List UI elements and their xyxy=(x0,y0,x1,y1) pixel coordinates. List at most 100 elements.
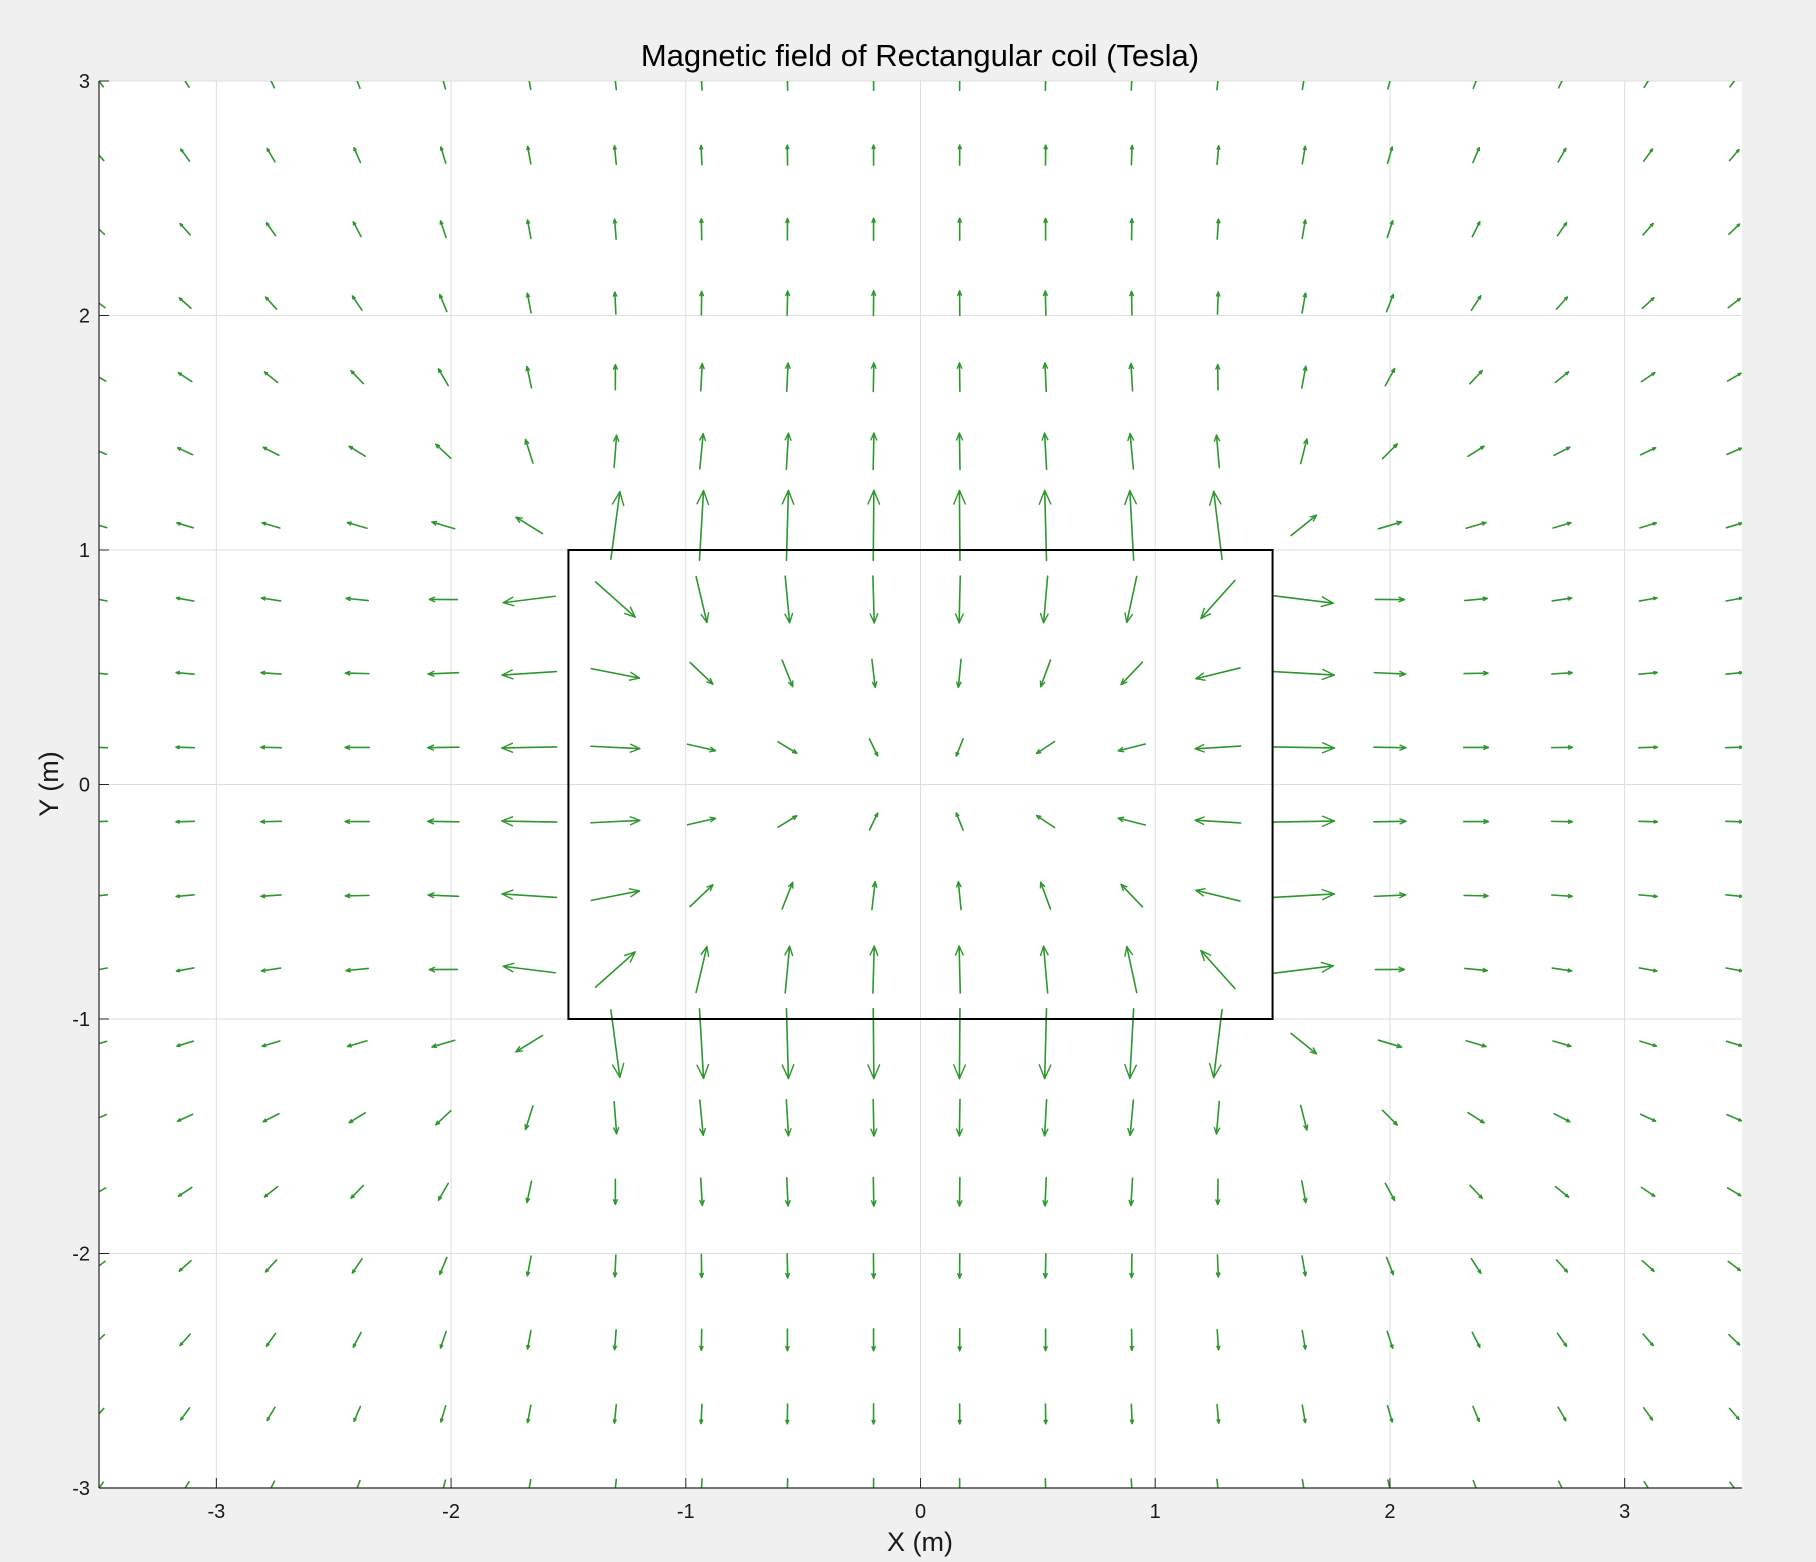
field-arrow xyxy=(695,575,710,624)
field-arrow xyxy=(259,819,283,825)
field-arrow xyxy=(612,1100,620,1135)
field-arrow xyxy=(439,293,448,313)
field-arrow xyxy=(1728,1333,1741,1346)
field-arrow xyxy=(179,148,191,162)
field-arrow xyxy=(781,1007,795,1080)
x-tick-label: 3 xyxy=(1619,1501,1630,1523)
field-arrow xyxy=(1465,521,1487,530)
field-arrow xyxy=(259,744,283,750)
field-arrow xyxy=(1299,1104,1309,1131)
field-arrow xyxy=(956,1252,963,1279)
field-arrow xyxy=(1117,743,1147,753)
field-arrow xyxy=(528,1478,532,1488)
field-arrow xyxy=(1552,521,1572,529)
field-arrow xyxy=(1373,670,1407,678)
field-arrow xyxy=(348,1112,366,1124)
field-arrow xyxy=(346,521,368,530)
field-arrow xyxy=(439,1330,447,1349)
field-arrow xyxy=(870,1252,877,1279)
field-arrow xyxy=(1386,220,1394,239)
field-arrow xyxy=(957,144,963,166)
field-arrow xyxy=(99,1113,108,1119)
field-arrow xyxy=(1117,816,1147,826)
x-tick-label: 2 xyxy=(1384,1501,1395,1523)
field-arrow xyxy=(1194,743,1242,753)
field-arrow xyxy=(781,881,794,910)
field-arrow xyxy=(786,81,789,92)
field-arrow xyxy=(1462,818,1490,825)
field-arrow xyxy=(431,1039,456,1049)
field-arrow xyxy=(1301,1478,1305,1488)
field-arrow xyxy=(1273,961,1335,975)
field-arrow xyxy=(344,744,371,751)
field-arrow xyxy=(1472,1405,1481,1423)
field-arrow xyxy=(1373,891,1407,899)
x-axis-label: X (m) xyxy=(887,1527,953,1557)
field-arrow xyxy=(1642,1333,1654,1347)
field-arrow xyxy=(612,363,619,391)
field-arrow xyxy=(869,575,879,624)
x-tick-label: -1 xyxy=(677,1501,695,1523)
field-arrow xyxy=(1641,1259,1655,1272)
field-arrow xyxy=(1299,438,1309,465)
field-arrow xyxy=(263,1185,279,1198)
field-arrow xyxy=(263,371,279,384)
field-arrow xyxy=(99,598,108,602)
field-arrow xyxy=(612,1254,618,1278)
field-arrow xyxy=(1463,670,1489,676)
field-arrow xyxy=(525,365,533,389)
field-arrow xyxy=(612,1403,618,1424)
field-arrow xyxy=(175,670,195,676)
field-arrow xyxy=(1128,362,1135,392)
field-arrow xyxy=(1728,1407,1740,1421)
field-arrow xyxy=(260,596,282,602)
field-arrow xyxy=(696,1008,710,1080)
field-arrow xyxy=(1208,490,1223,561)
field-arrow xyxy=(871,217,877,241)
field-arrow xyxy=(1208,1008,1223,1079)
field-arrow xyxy=(524,1105,534,1131)
field-arrow xyxy=(590,743,641,754)
field-arrow xyxy=(260,893,282,899)
field-arrow xyxy=(1728,148,1740,162)
field-arrow xyxy=(1642,1407,1654,1421)
field-arrow xyxy=(439,146,447,164)
field-arrow xyxy=(784,144,790,166)
field-arrow xyxy=(1213,1100,1221,1135)
field-arrow xyxy=(1639,1040,1658,1048)
field-arrow xyxy=(868,738,879,757)
field-arrow xyxy=(1550,819,1574,825)
field-arrow xyxy=(954,945,965,994)
field-arrow xyxy=(872,81,875,92)
field-arrow xyxy=(1200,949,1236,990)
field-arrow xyxy=(525,1180,533,1204)
field-arrow xyxy=(610,1009,625,1079)
field-arrow xyxy=(1300,1180,1308,1204)
field-arrow xyxy=(184,81,190,89)
field-arrow xyxy=(1638,745,1659,750)
field-arrow xyxy=(426,818,460,825)
field-arrow xyxy=(955,738,964,757)
field-arrow xyxy=(99,302,106,309)
field-arrow xyxy=(700,81,703,91)
field-arrow xyxy=(435,443,452,460)
field-arrow xyxy=(1039,659,1052,688)
field-arrow xyxy=(350,1184,365,1200)
field-arrow xyxy=(266,147,276,163)
field-arrow xyxy=(1385,293,1395,313)
field-arrow xyxy=(270,1480,276,1488)
field-arrow xyxy=(356,1479,361,1488)
field-arrow xyxy=(346,1039,368,1048)
field-arrow xyxy=(261,521,281,529)
field-arrow xyxy=(784,362,791,393)
field-arrow xyxy=(1215,218,1221,240)
field-arrow xyxy=(1200,579,1236,620)
field-arrow xyxy=(1035,814,1056,829)
field-arrow xyxy=(955,880,962,911)
field-arrow xyxy=(1551,893,1573,899)
field-arrow xyxy=(1555,1259,1569,1273)
y-axis-label: Y (m) xyxy=(34,751,64,817)
field-arrow xyxy=(266,1406,276,1422)
field-arrow xyxy=(1552,1040,1572,1048)
